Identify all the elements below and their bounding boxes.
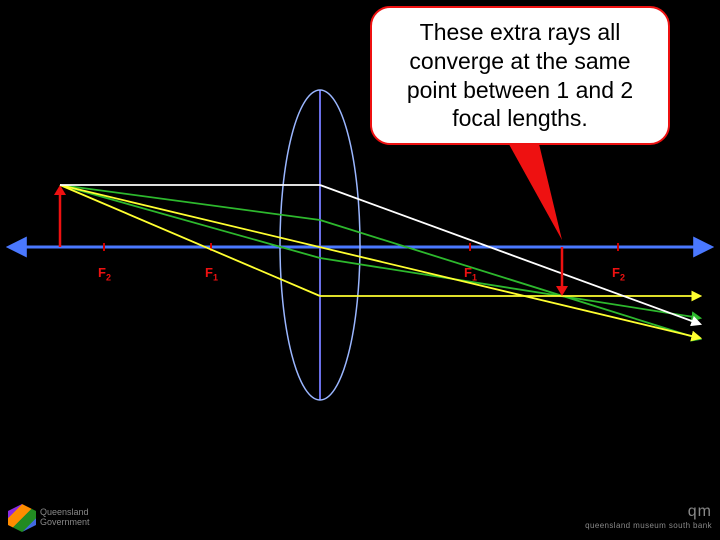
focal-label-F1-left: F1: [205, 265, 218, 283]
qm-logo-text: qm: [585, 503, 712, 521]
object-arrow: [54, 185, 66, 247]
callout-box: These extra rays all converge at the sam…: [370, 6, 670, 145]
qm-logo-subtext: queensland museum south bank: [585, 521, 712, 530]
qld-gov-text: Queensland Government: [40, 508, 90, 528]
focal-label-F2-left: F2: [98, 265, 111, 283]
qm-logo: qm queensland museum south bank: [585, 503, 712, 530]
focal-label-F1-right: F1: [464, 265, 477, 283]
rays-group: [60, 185, 700, 339]
qld-crest-icon: [8, 504, 36, 532]
callout-text: These extra rays all converge at the sam…: [407, 19, 633, 131]
qld-gov-logo: Queensland Government: [8, 504, 90, 532]
focal-label-F2-right: F2: [612, 265, 625, 283]
